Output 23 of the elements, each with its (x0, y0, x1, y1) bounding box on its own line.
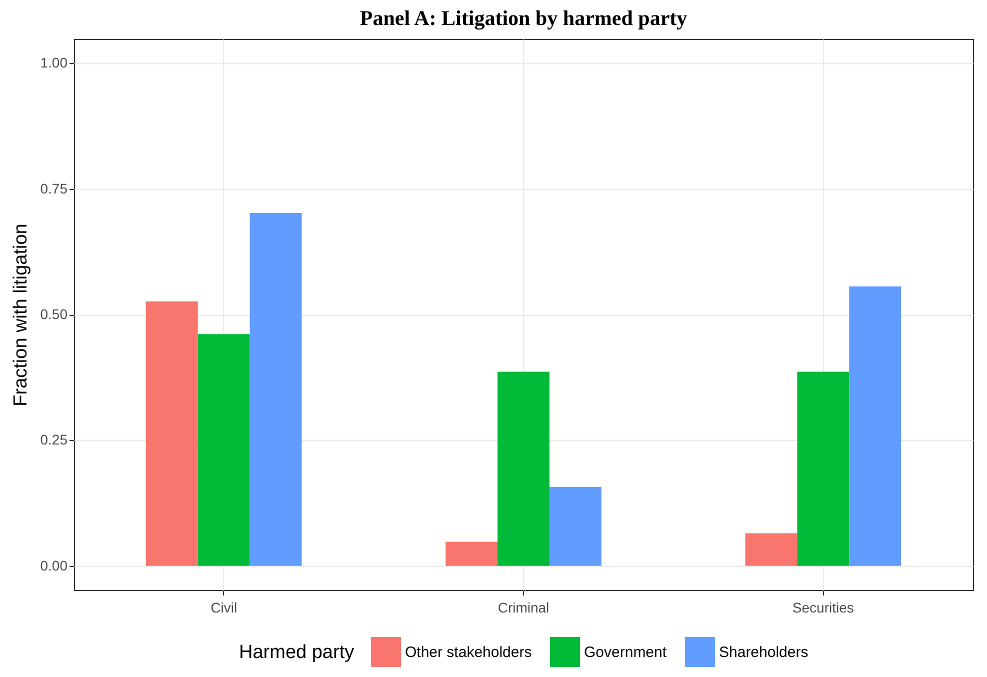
bar (797, 372, 850, 566)
x-tick-label: Criminal (498, 600, 550, 616)
legend-label: Government (584, 644, 668, 661)
bar (146, 301, 198, 566)
x-tick-label: Securities (792, 600, 854, 616)
y-tick-label: 1.00 (40, 54, 68, 71)
y-tick-label: 0.00 (40, 557, 68, 574)
legend-label: Shareholders (719, 644, 808, 661)
legend-label: Other stakeholders (405, 644, 532, 661)
legend-title: Harmed party (239, 642, 355, 663)
bar (745, 533, 798, 566)
y-tick-label: 0.50 (40, 306, 68, 322)
bar (198, 334, 250, 566)
y-tick-label: 0.25 (40, 432, 68, 448)
bar (498, 372, 550, 566)
bar (549, 486, 602, 566)
y-axis-title: Fraction with litigation (10, 224, 32, 406)
bar (250, 212, 302, 566)
x-tick-label: Civil (210, 600, 238, 616)
chart-title: Panel A: Litigation by harmed party (360, 6, 688, 30)
bar (446, 542, 498, 566)
bar (849, 286, 902, 566)
y-tick-label: 0.75 (40, 180, 68, 196)
